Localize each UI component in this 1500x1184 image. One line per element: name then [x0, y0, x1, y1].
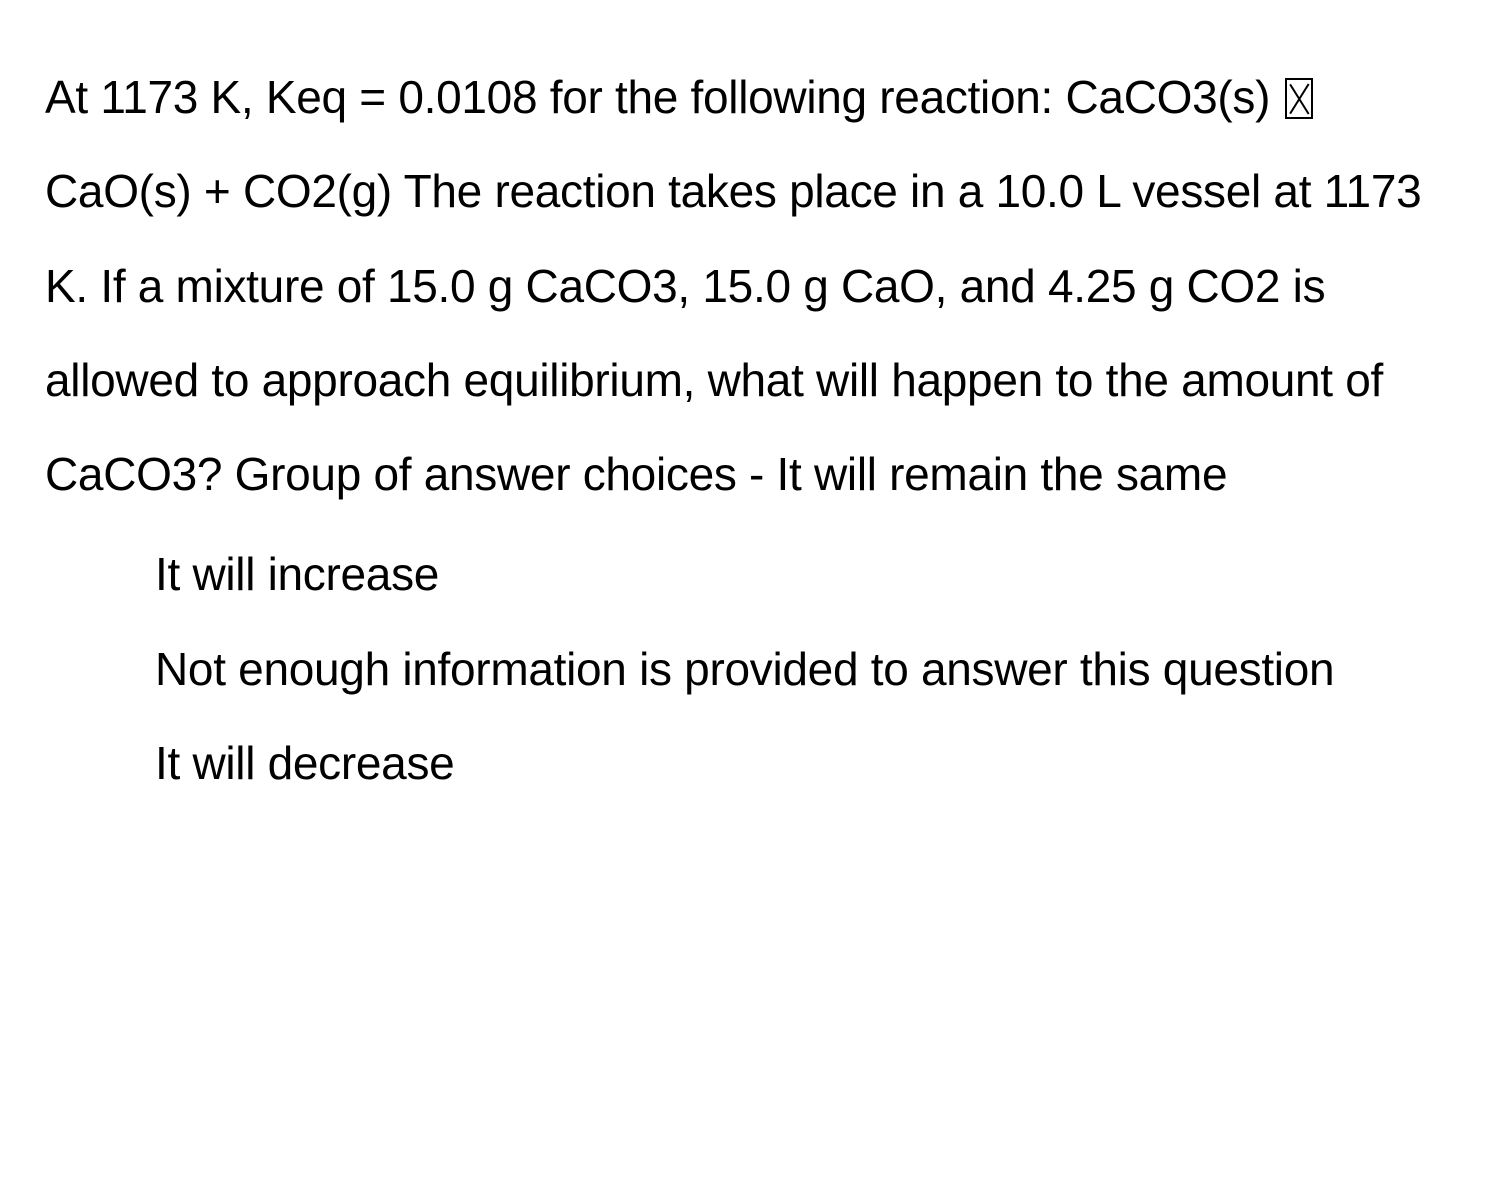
- answer-choice-list: It will increase Not enough information …: [45, 527, 1455, 810]
- answer-choice: It will decrease: [155, 716, 1455, 810]
- question-text-after: CaO(s) + CO2(g) The reaction takes place…: [45, 165, 1421, 500]
- missing-glyph-icon: [1285, 78, 1314, 118]
- answer-choice: Not enough information is provided to an…: [155, 622, 1455, 716]
- question-text-before: At 1173 K, Keq = 0.0108 for the followin…: [45, 71, 1283, 123]
- answer-choice: It will increase: [155, 527, 1455, 621]
- question-paragraph: At 1173 K, Keq = 0.0108 for the followin…: [45, 50, 1455, 521]
